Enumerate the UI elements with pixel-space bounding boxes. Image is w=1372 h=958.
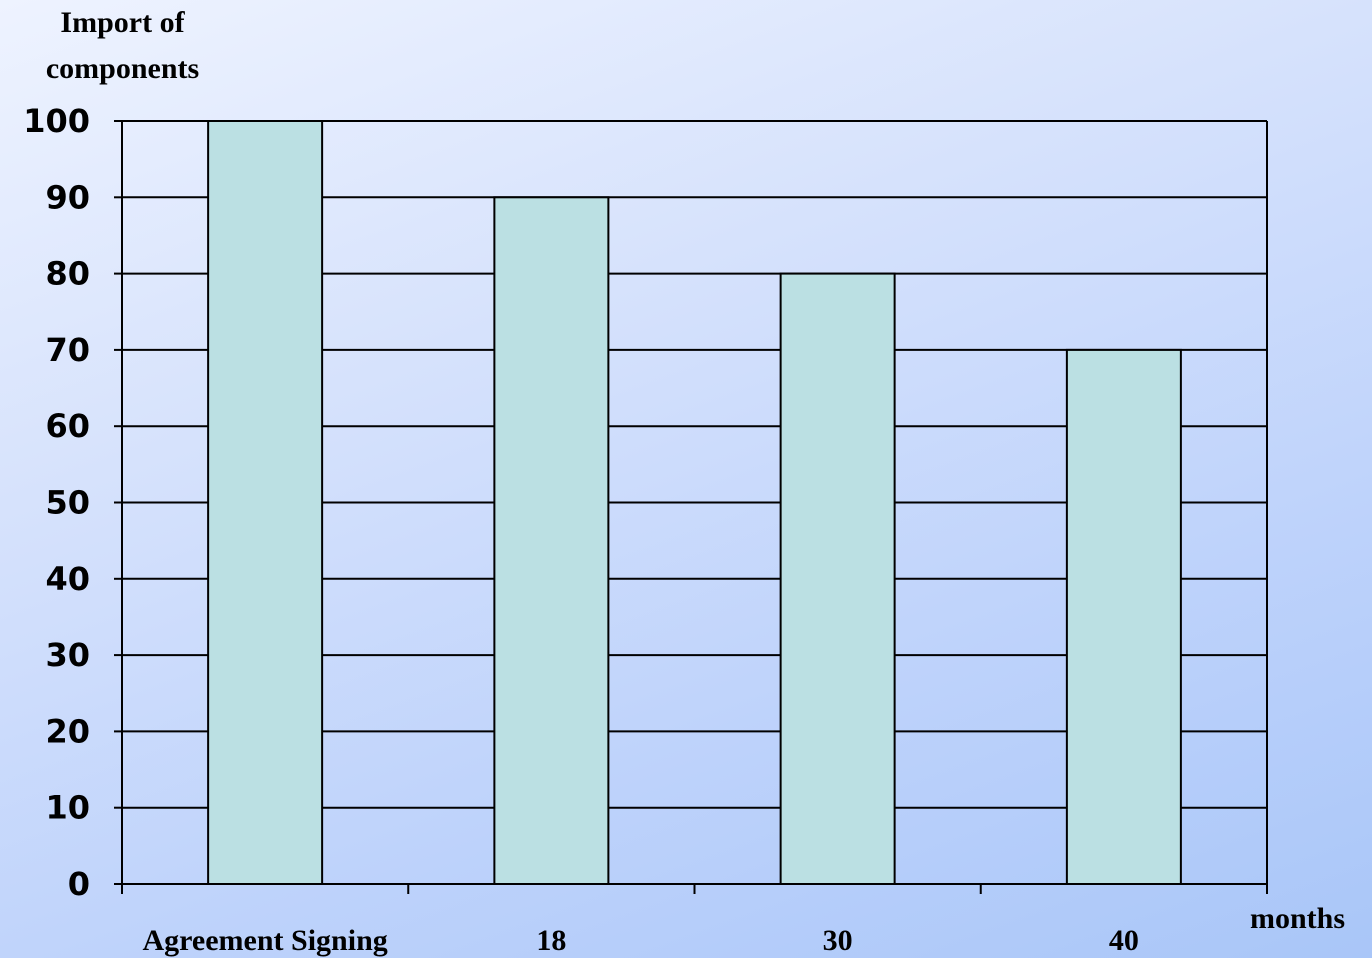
y-tick-label: 90 bbox=[45, 178, 90, 216]
y-tick-label: 50 bbox=[45, 484, 90, 522]
bars bbox=[207, 120, 1182, 886]
y-tick-label: 80 bbox=[45, 255, 90, 293]
y-tick-label: 40 bbox=[45, 560, 90, 598]
x-category-labels: Agreement Signing 18 30 40 bbox=[142, 924, 1138, 957]
y-tick-labels: 0 10 20 30 40 50 60 70 80 90 100 bbox=[23, 102, 90, 903]
y-tick-label: 70 bbox=[45, 331, 90, 369]
y-tick-label: 0 bbox=[68, 865, 90, 903]
bar bbox=[493, 196, 610, 886]
x-category-label: 18 bbox=[536, 924, 566, 957]
bar bbox=[207, 120, 324, 885]
x-category-label: 30 bbox=[823, 924, 853, 957]
y-axis-label-line-1: Import of bbox=[60, 6, 185, 39]
y-tick-label: 10 bbox=[45, 789, 90, 827]
x-category-label: Agreement Signing bbox=[142, 924, 387, 957]
y-tick-label: 100 bbox=[23, 102, 90, 140]
bar bbox=[1065, 348, 1182, 885]
y-tick-label: 20 bbox=[45, 712, 90, 750]
y-tick-label: 30 bbox=[45, 636, 90, 674]
x-category-label: 40 bbox=[1109, 924, 1139, 957]
bar bbox=[779, 272, 896, 886]
x-axis-label: months bbox=[1250, 902, 1345, 935]
y-axis-label-line-2: components bbox=[45, 52, 200, 85]
y-tick-label: 60 bbox=[45, 407, 90, 445]
axes bbox=[114, 120, 1268, 894]
